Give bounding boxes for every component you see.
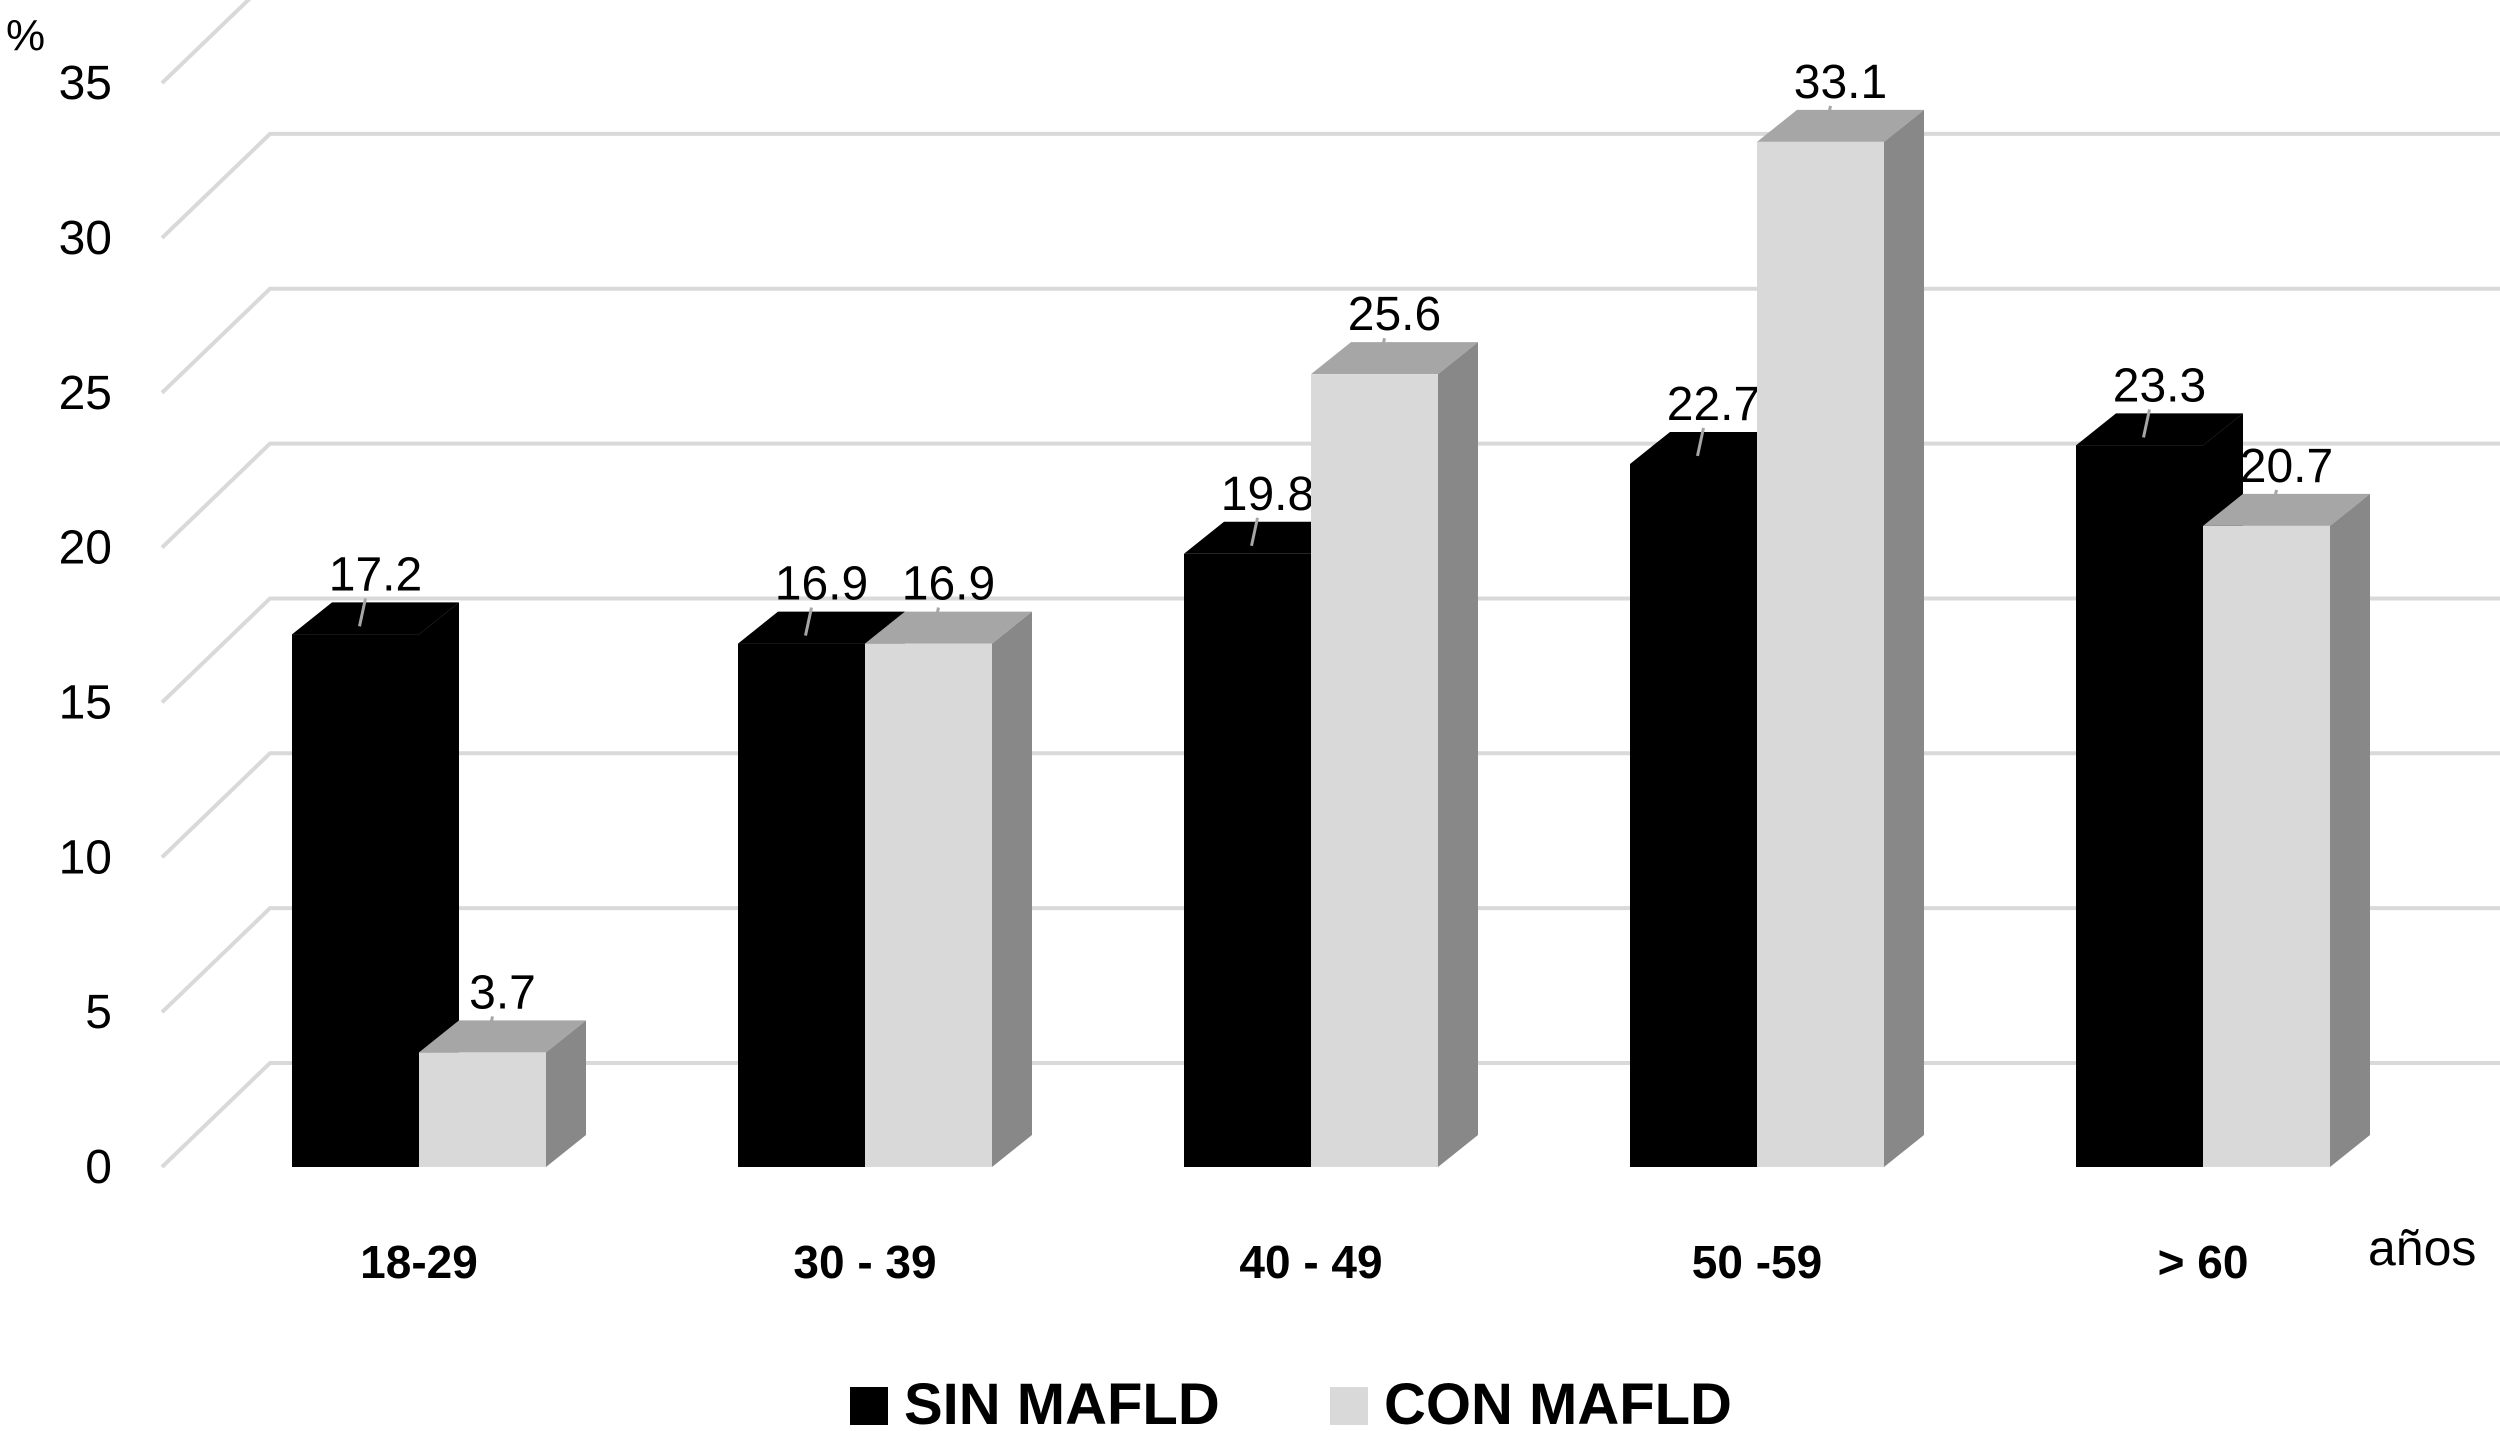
bar: 17.2 [292, 548, 459, 1167]
data-label-leader [358, 598, 367, 627]
bar-top [1630, 431, 1797, 464]
bar-front [2203, 525, 2330, 1167]
legend-item: SIN MAFLD [850, 1372, 1220, 1431]
data-label-leader [1696, 427, 1705, 457]
gridline [160, 286, 2500, 395]
bar-top [292, 602, 459, 635]
data-label-leader [2269, 489, 2278, 519]
x-tick-label: > 60 [2158, 1236, 2249, 1288]
bar-top [1184, 521, 1351, 554]
legend: SIN MAFLD CON MAFLD [850, 1372, 1732, 1431]
data-label: 22.7 [1667, 378, 1760, 431]
bar-top [2076, 413, 2243, 446]
bar-front [738, 643, 865, 1167]
x-tick-label: 50 -59 [1692, 1236, 1822, 1288]
x-axis-ticks: 18-29 30 - 39 40 - 49 50 -59 > 60 [360, 1236, 2248, 1288]
data-label: 33.1 [1794, 56, 1887, 109]
bar: 20.7 [2203, 440, 2370, 1167]
bar: 33.1 [1757, 56, 1924, 1168]
data-label: 16.9 [775, 558, 868, 611]
bar-side [546, 1020, 586, 1167]
bar-front [1311, 374, 1438, 1168]
bar-side [419, 602, 459, 1167]
gridline [160, 131, 2500, 240]
bar-front [1757, 141, 1884, 1167]
bar-side [1438, 342, 1478, 1168]
data-label-leader [804, 607, 813, 636]
y-tick-label: 10 [59, 831, 112, 884]
y-tick-label: 25 [59, 367, 112, 420]
bar-side [2330, 493, 2370, 1167]
bar-front [865, 643, 992, 1167]
bar: 25.6 [1311, 288, 1478, 1168]
bar-side [1884, 109, 1924, 1168]
bar-front [1630, 463, 1757, 1168]
x-tick-label: 40 - 49 [1239, 1236, 1382, 1288]
y-axis-label: % [6, 11, 45, 60]
legend-label: SIN MAFLD [904, 1372, 1220, 1431]
bar-top [865, 611, 1032, 644]
x-axis-label: años [2368, 1220, 2476, 1276]
x-tick-label: 30 - 39 [793, 1236, 936, 1288]
data-label: 19.8 [1221, 468, 1314, 521]
y-tick-label: 5 [85, 986, 112, 1039]
legend-label: CON MAFLD [1384, 1372, 1732, 1431]
legend-swatch [850, 1387, 888, 1425]
data-label: 25.6 [1348, 288, 1441, 341]
bar-front [2076, 445, 2203, 1167]
y-tick-label: 35 [59, 57, 112, 110]
bar: 3.7 [419, 966, 586, 1167]
data-label: 17.2 [329, 548, 422, 601]
x-tick-label: 18-29 [360, 1236, 478, 1288]
bar-front [292, 634, 419, 1167]
data-label: 20.7 [2240, 440, 2333, 493]
bar-top [419, 1020, 586, 1053]
data-label-leader [1823, 105, 1832, 135]
bar-front [1184, 553, 1311, 1167]
grid [160, 0, 2500, 1169]
data-label: 16.9 [902, 558, 995, 611]
data-label-leader [485, 1016, 494, 1045]
y-tick-label: 0 [85, 1141, 112, 1194]
bars: 17.2 3.7 16.9 16.9 19.8 25.6 22.7 33.1 23.3 20.7 [292, 56, 2370, 1168]
y-tick-label: 15 [59, 676, 112, 729]
data-label: 3.7 [469, 966, 536, 1019]
legend-swatch [1330, 1387, 1368, 1425]
bar-front [419, 1052, 546, 1167]
gridline [160, 0, 252, 85]
data-label-leader [1377, 337, 1386, 367]
data-label-leader [931, 607, 940, 636]
data-label-leader [2142, 409, 2151, 438]
bar-top [1311, 342, 1478, 375]
bar-top [2203, 493, 2370, 526]
bar-top [1757, 109, 1924, 142]
bar: 16.9 [865, 558, 1032, 1167]
bar-top [738, 611, 905, 644]
legend-item: CON MAFLD [1330, 1372, 1732, 1431]
bar-side [992, 611, 1032, 1167]
y-axis-ticks: 0 5 10 15 20 25 30 35 [59, 57, 112, 1194]
data-label: 23.3 [2113, 359, 2206, 412]
y-tick-label: 30 [59, 212, 112, 265]
y-tick-label: 20 [59, 522, 112, 575]
data-label-leader [1250, 517, 1259, 547]
